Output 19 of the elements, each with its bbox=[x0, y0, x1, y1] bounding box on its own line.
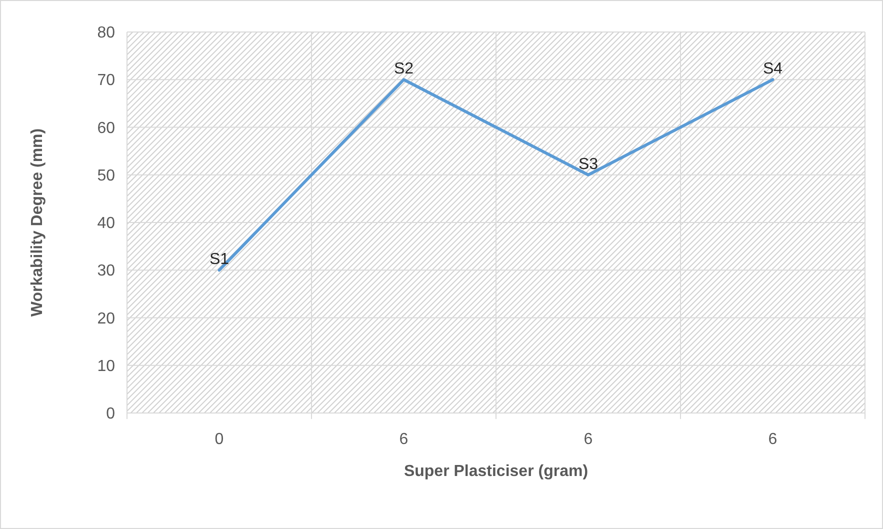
x-tick-label: 6 bbox=[584, 431, 593, 448]
y-tick-label: 50 bbox=[97, 167, 116, 184]
y-tick-label: 0 bbox=[106, 406, 116, 423]
data-label: S2 bbox=[394, 60, 414, 78]
y-tick-label: 40 bbox=[97, 215, 116, 232]
y-tick-label: 70 bbox=[97, 72, 116, 90]
data-label: S4 bbox=[762, 60, 783, 78]
x-tick-label: 6 bbox=[768, 431, 778, 448]
x-tick-label: 6 bbox=[399, 431, 408, 448]
data-label: S1 bbox=[209, 251, 230, 268]
y-tick-label: 30 bbox=[97, 262, 116, 280]
data-label: S3 bbox=[578, 156, 598, 173]
y-axis-title: Workability Degree (mm) bbox=[29, 128, 46, 317]
y-tick-label: 20 bbox=[97, 310, 116, 328]
x-tick-label: 0 bbox=[214, 431, 224, 448]
y-tick-label: 80 bbox=[97, 24, 116, 42]
x-axis-title: Super Plasticiser (gram) bbox=[404, 463, 588, 480]
y-tick-label: 10 bbox=[97, 358, 116, 375]
y-tick-label: 60 bbox=[97, 120, 116, 137]
